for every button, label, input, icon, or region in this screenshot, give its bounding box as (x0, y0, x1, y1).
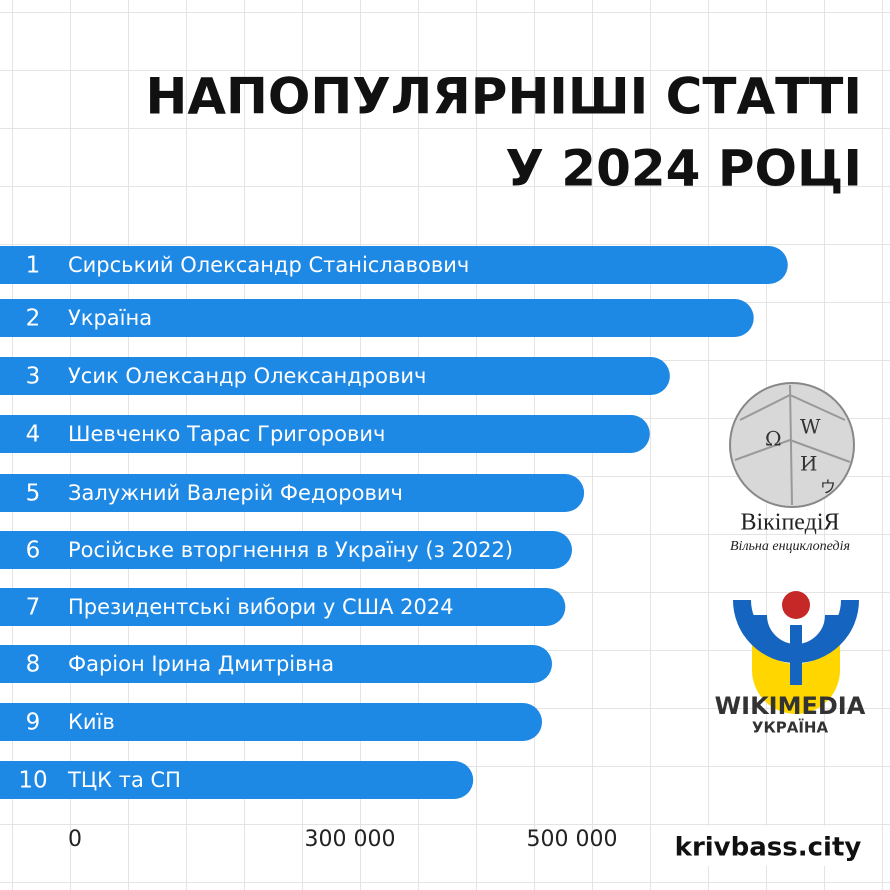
bar (0, 299, 754, 337)
chart-title: У 2024 РОЦІ (505, 140, 862, 198)
svg-text:W: W (800, 415, 821, 439)
bar (0, 588, 566, 626)
x-tick-label: 500 000 (527, 827, 618, 852)
category-label: Залужний Валерій Федорович (68, 481, 403, 505)
rank-label: 8 (26, 652, 41, 678)
rank-label: 1 (26, 253, 41, 279)
wikipedia-logo: Ω W И ウ (729, 382, 855, 508)
logo-text: WIKIMEDIA (715, 692, 866, 720)
x-tick-label: 0 (68, 827, 82, 852)
svg-text:Ω: Ω (765, 427, 782, 451)
category-label: Київ (68, 710, 115, 734)
svg-text:ウ: ウ (820, 478, 836, 497)
bar (0, 645, 552, 683)
svg-text:И: И (800, 452, 817, 476)
logo-text: Вільна енциклопедія (730, 539, 850, 554)
bar (0, 357, 670, 395)
bar (0, 246, 788, 284)
bar (0, 761, 474, 799)
x-tick-label: 300 000 (305, 827, 396, 852)
rank-label: 5 (26, 481, 41, 507)
watermark-bg (676, 826, 862, 866)
rank-label: 10 (18, 768, 47, 794)
rank-label: 3 (26, 364, 41, 390)
category-label: Фаріон Ірина Дмитрівна (68, 652, 334, 676)
rank-label: 9 (26, 710, 41, 736)
logo-text: ВікіпедіЯ (740, 510, 839, 536)
rank-label: 2 (26, 306, 41, 332)
bar (0, 531, 572, 569)
logo-text: УКРАЇНА (752, 718, 829, 737)
bar (0, 474, 585, 512)
rank-label: 7 (26, 595, 41, 621)
watermark: krivbass.city (675, 833, 862, 863)
category-label: Президентські вибори у США 2024 (68, 595, 454, 619)
bar (0, 703, 542, 741)
bar (0, 415, 650, 453)
category-label: ТЦК та СП (67, 768, 181, 792)
wikimedia-logo (733, 591, 859, 714)
category-label: Шевченко Тарас Григорович (68, 422, 385, 446)
category-label: Усик Олександр Олександрович (68, 364, 426, 388)
chart-title: НАПОПУЛЯРНІШІ СТАТТІ (145, 68, 862, 126)
category-label: Російське вторгнення в Україну (з 2022) (68, 538, 513, 562)
rank-label: 4 (26, 422, 41, 448)
rank-label: 6 (26, 538, 41, 564)
category-label: Україна (68, 306, 152, 330)
category-label: Сирський Олександр Станіславович (68, 253, 469, 277)
